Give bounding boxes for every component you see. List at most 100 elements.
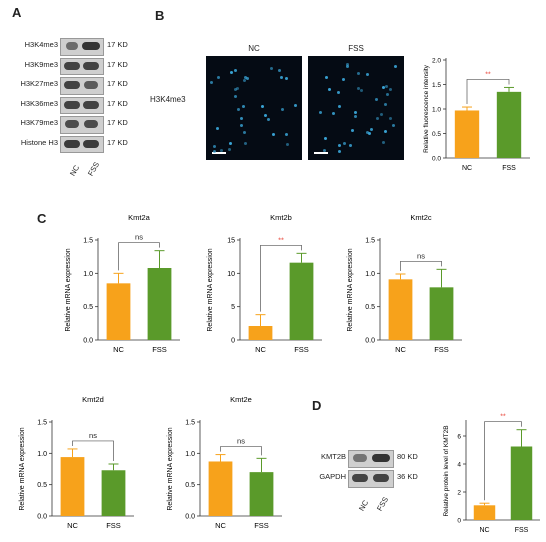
blot-kd-label: 80 KD — [397, 452, 418, 461]
y-tick-label: 2.0 — [432, 58, 441, 65]
panel-letter-a: A — [12, 5, 22, 20]
significance-bracket — [118, 242, 160, 271]
blot-strip — [60, 57, 104, 75]
significance-label: ** — [485, 71, 491, 78]
y-tick-label: 10 — [227, 271, 235, 278]
nucleus — [285, 132, 289, 136]
nucleus — [318, 111, 322, 115]
nucleus — [337, 105, 341, 109]
y-axis-label: Relative mRNA expression — [167, 427, 174, 510]
nucleus — [345, 63, 349, 67]
bar-fss — [101, 470, 126, 516]
nucleus — [233, 94, 237, 98]
y-tick-label: 0.0 — [185, 514, 195, 521]
nucleus — [385, 93, 389, 97]
x-tick-label: FSS — [254, 521, 269, 530]
significance-label: ns — [237, 437, 245, 446]
blot-kd-label: 17 KD — [107, 59, 128, 69]
chart-title: Kmt2c — [410, 213, 432, 222]
band-nc — [64, 120, 79, 128]
nucleus — [280, 108, 284, 112]
blot-row-label: KMT2B — [320, 452, 346, 461]
bar-fss — [429, 287, 454, 340]
nucleus — [280, 76, 284, 80]
nucleus — [370, 127, 374, 131]
chart-kmt2e: Kmt2e Relative mRNA expression 0.0 0.5 1.0 1.… — [167, 395, 282, 530]
significance-bracket — [220, 446, 262, 456]
band-fss — [84, 120, 99, 128]
bar-nc — [248, 326, 273, 340]
nucleus — [271, 132, 275, 136]
blot-row-label: Histone H3 — [20, 137, 58, 147]
nucleus — [366, 72, 370, 76]
bar-nc — [60, 457, 85, 516]
nucleus — [365, 131, 369, 135]
band-fss — [371, 454, 390, 462]
nucleus — [246, 76, 250, 80]
nucleus — [384, 85, 388, 89]
chart-kmt2b: Kmt2b Relative mRNA expression 0 5 10 15 NC FSS… — [207, 213, 322, 354]
bar-nc — [473, 505, 496, 520]
blot-kd-label: 17 KD — [107, 118, 128, 127]
y-tick-label: 1.5 — [83, 238, 93, 245]
y-tick-label: 1.0 — [365, 271, 375, 278]
nucleus — [228, 141, 232, 145]
nucleus — [382, 86, 386, 90]
y-tick-label: 0.0 — [365, 338, 375, 345]
nucleus — [244, 76, 248, 80]
y-tick-label: 0.0 — [432, 156, 441, 163]
nucleus — [228, 147, 232, 151]
panel-letter-c: C — [37, 211, 47, 226]
nucleus — [233, 87, 237, 91]
nucleus — [220, 148, 224, 152]
blot-strip — [348, 470, 394, 488]
y-tick-label: 1.0 — [83, 271, 93, 278]
image-title-fss: FSS — [348, 44, 364, 53]
chart-kmt2c: Kmt2c Relative mRNA expression 0.0 0.5 1.0 1.… — [347, 213, 462, 354]
y-tick-label: 0.5 — [83, 304, 93, 311]
nucleus — [353, 110, 357, 114]
nucleus — [216, 126, 220, 130]
band-nc — [65, 42, 78, 50]
blot-row-label: H3K27me3 — [20, 79, 58, 88]
y-tick-label: 5 — [231, 304, 235, 311]
nucleus — [338, 149, 342, 153]
blot-row-label: H3K36me3 — [20, 98, 58, 108]
y-tick-label: 1.0 — [185, 451, 195, 458]
x-tick-label: NC — [215, 521, 226, 530]
nucleus — [285, 76, 289, 80]
nucleus — [239, 117, 243, 121]
y-tick-label: 1.0 — [432, 107, 441, 114]
nucleus — [356, 86, 360, 90]
chart-kmt2b-protein: Relative protein level of KMT2B 0 2 4 6 NC FSS… — [443, 414, 540, 534]
x-tick-label: NC — [462, 165, 472, 172]
chart-kmt2d: Kmt2d Relative mRNA expression 0.0 0.5 1.0 1.… — [19, 395, 134, 530]
nucleus — [236, 108, 240, 112]
significance-label: ns — [135, 233, 143, 242]
nucleus — [394, 64, 398, 68]
x-tick-label: NC — [255, 345, 266, 354]
y-axis-label: Relative mRNA expression — [65, 248, 72, 331]
nucleus — [234, 69, 238, 73]
nucleus — [213, 149, 217, 153]
band-nc — [353, 454, 367, 462]
blot-strip — [60, 116, 104, 134]
x-tick-label: FSS — [515, 527, 529, 534]
y-tick-label: 0.0 — [37, 514, 47, 521]
blot-kd-label: 36 KD — [397, 472, 418, 481]
y-tick-label: 0.5 — [37, 482, 47, 489]
nucleus — [338, 143, 342, 147]
x-tick-label: NC — [395, 345, 406, 354]
blot-row-label: H3K79me3 — [20, 118, 58, 127]
bar-fss — [289, 262, 314, 340]
nucleus — [235, 87, 239, 90]
significance-label: ns — [417, 251, 425, 260]
nucleus — [389, 87, 393, 91]
nucleus — [264, 113, 268, 117]
band-fss — [83, 100, 100, 109]
chart-kmt2a: Kmt2a Relative mRNA expression 0.0 0.5 1.0 1.… — [65, 213, 180, 354]
band-nc — [63, 61, 80, 70]
chart-title: Kmt2d — [82, 395, 104, 404]
band-fss — [372, 474, 389, 482]
